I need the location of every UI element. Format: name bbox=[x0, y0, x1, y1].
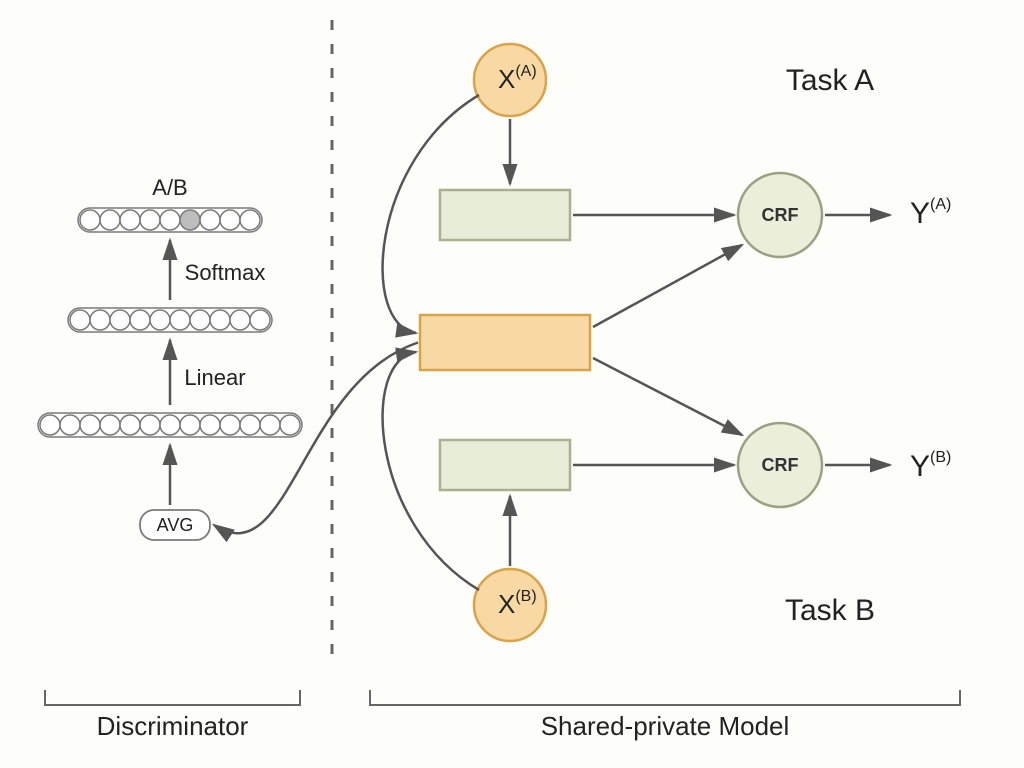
bracket-right bbox=[370, 690, 960, 705]
discriminator-label: Discriminator bbox=[97, 711, 249, 741]
neuron bbox=[70, 310, 90, 330]
shared-private-label: Shared-private Model bbox=[541, 711, 790, 741]
arrow-shared-crfa bbox=[593, 245, 742, 327]
neuron bbox=[230, 310, 250, 330]
neuron bbox=[90, 310, 110, 330]
neuron bbox=[220, 210, 240, 230]
neuron bbox=[160, 210, 180, 230]
neuron bbox=[240, 210, 260, 230]
neuron bbox=[200, 210, 220, 230]
neuron bbox=[60, 415, 80, 435]
bracket-left bbox=[45, 690, 300, 705]
private-b bbox=[440, 440, 570, 490]
neuron bbox=[150, 310, 170, 330]
private-a bbox=[440, 190, 570, 240]
neuron bbox=[120, 210, 140, 230]
softmax-label: Softmax bbox=[185, 260, 266, 285]
neuron bbox=[80, 415, 100, 435]
task-a-label: Task A bbox=[786, 64, 874, 97]
neuron bbox=[80, 210, 100, 230]
neuron bbox=[140, 415, 160, 435]
neuron bbox=[100, 210, 120, 230]
neuron bbox=[100, 415, 120, 435]
task-b-label: Task B bbox=[785, 594, 875, 627]
arrow-shared-crfb bbox=[593, 358, 742, 435]
neuron bbox=[260, 415, 280, 435]
neuron bbox=[130, 310, 150, 330]
neuron bbox=[250, 310, 270, 330]
neuron bbox=[180, 415, 200, 435]
neuron bbox=[180, 210, 200, 230]
avg-label: AVG bbox=[157, 515, 194, 535]
ya-label: Y(A) bbox=[910, 196, 951, 230]
neuron bbox=[140, 210, 160, 230]
neuron bbox=[170, 310, 190, 330]
neuron bbox=[40, 415, 60, 435]
yb-label: Y(B) bbox=[910, 449, 951, 483]
neuron bbox=[280, 415, 300, 435]
neuron bbox=[110, 310, 130, 330]
neuron bbox=[220, 415, 240, 435]
neuron bbox=[190, 310, 210, 330]
neuron bbox=[210, 310, 230, 330]
neuron bbox=[120, 415, 140, 435]
crf-a-label: CRF bbox=[762, 205, 799, 225]
neuron bbox=[160, 415, 180, 435]
ab-label: A/B bbox=[152, 175, 187, 200]
neuron bbox=[240, 415, 260, 435]
linear-label: Linear bbox=[184, 365, 245, 390]
crf-b-label: CRF bbox=[762, 455, 799, 475]
shared-box bbox=[420, 315, 590, 370]
neuron bbox=[200, 415, 220, 435]
diagram-canvas: AVGA/BSoftmaxLinearX(A)X(B)CRFCRFY(A)Y(B… bbox=[0, 0, 1024, 768]
